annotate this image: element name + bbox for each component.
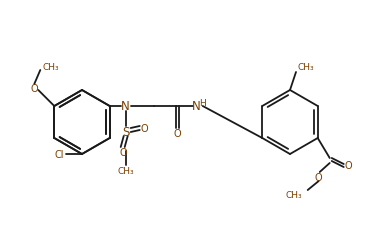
- Text: O: O: [120, 148, 127, 157]
- Text: S: S: [122, 125, 130, 138]
- Text: CH₃: CH₃: [117, 166, 134, 175]
- Text: CH₃: CH₃: [285, 190, 302, 199]
- Text: N: N: [192, 100, 201, 113]
- Text: O: O: [345, 160, 353, 170]
- Text: H: H: [199, 98, 206, 107]
- Text: O: O: [173, 128, 181, 138]
- Text: CH₃: CH₃: [42, 62, 59, 71]
- Text: CH₃: CH₃: [298, 62, 315, 71]
- Text: O: O: [141, 124, 149, 134]
- Text: Cl: Cl: [54, 150, 64, 159]
- Text: O: O: [315, 172, 323, 182]
- Text: N: N: [121, 100, 130, 113]
- Text: O: O: [30, 84, 38, 94]
